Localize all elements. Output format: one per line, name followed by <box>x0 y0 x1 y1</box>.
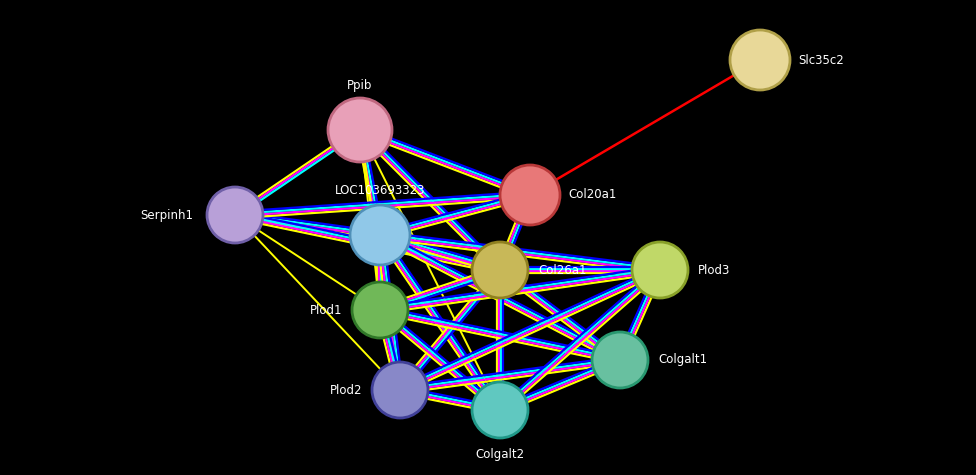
Text: LOC103693323: LOC103693323 <box>335 184 426 197</box>
Text: Plod2: Plod2 <box>330 383 362 397</box>
Text: Ppib: Ppib <box>347 79 373 92</box>
Text: Serpinh1: Serpinh1 <box>140 209 193 221</box>
Text: Plod1: Plod1 <box>309 304 342 316</box>
Text: Plod3: Plod3 <box>698 264 730 276</box>
Circle shape <box>472 382 528 438</box>
Text: Colgalt1: Colgalt1 <box>658 353 708 367</box>
Circle shape <box>500 165 560 225</box>
Circle shape <box>592 332 648 388</box>
Text: Colgalt2: Colgalt2 <box>475 448 524 461</box>
Circle shape <box>372 362 428 418</box>
Circle shape <box>350 205 410 265</box>
Circle shape <box>207 187 263 243</box>
Circle shape <box>352 282 408 338</box>
Circle shape <box>730 30 790 90</box>
Circle shape <box>472 242 528 298</box>
Circle shape <box>328 98 392 162</box>
Text: Col26a1: Col26a1 <box>538 264 587 276</box>
Circle shape <box>632 242 688 298</box>
Text: Col20a1: Col20a1 <box>568 189 617 201</box>
Text: Slc35c2: Slc35c2 <box>798 54 843 67</box>
